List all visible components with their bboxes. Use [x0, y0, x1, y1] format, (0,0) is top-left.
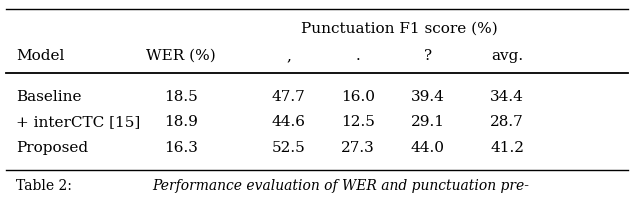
Text: 29.1: 29.1	[411, 115, 445, 129]
Text: 18.5: 18.5	[164, 90, 198, 104]
Text: Punctuation F1 score (%): Punctuation F1 score (%)	[301, 22, 498, 36]
Text: 12.5: 12.5	[341, 115, 375, 129]
Text: 16.3: 16.3	[164, 141, 198, 155]
Text: WER (%): WER (%)	[146, 49, 216, 63]
Text: 18.9: 18.9	[164, 115, 198, 129]
Text: Model: Model	[16, 49, 64, 63]
Text: Baseline: Baseline	[16, 90, 81, 104]
Text: 34.4: 34.4	[490, 90, 524, 104]
Text: Performance evaluation of WER and punctuation pre-: Performance evaluation of WER and punctu…	[152, 179, 529, 193]
Text: ?: ?	[424, 49, 432, 63]
Text: 47.7: 47.7	[271, 90, 306, 104]
Text: 28.7: 28.7	[490, 115, 524, 129]
Text: ,: ,	[286, 49, 291, 63]
Text: Proposed: Proposed	[16, 141, 88, 155]
Text: 41.2: 41.2	[490, 141, 524, 155]
Text: .: .	[356, 49, 361, 63]
Text: 52.5: 52.5	[271, 141, 306, 155]
Text: Table 2:: Table 2:	[16, 179, 76, 193]
Text: 39.4: 39.4	[411, 90, 445, 104]
Text: + interCTC [15]: + interCTC [15]	[16, 115, 140, 129]
Text: 27.3: 27.3	[341, 141, 375, 155]
Text: avg.: avg.	[491, 49, 523, 63]
Text: 44.6: 44.6	[271, 115, 306, 129]
Text: 16.0: 16.0	[341, 90, 375, 104]
Text: 44.0: 44.0	[411, 141, 445, 155]
